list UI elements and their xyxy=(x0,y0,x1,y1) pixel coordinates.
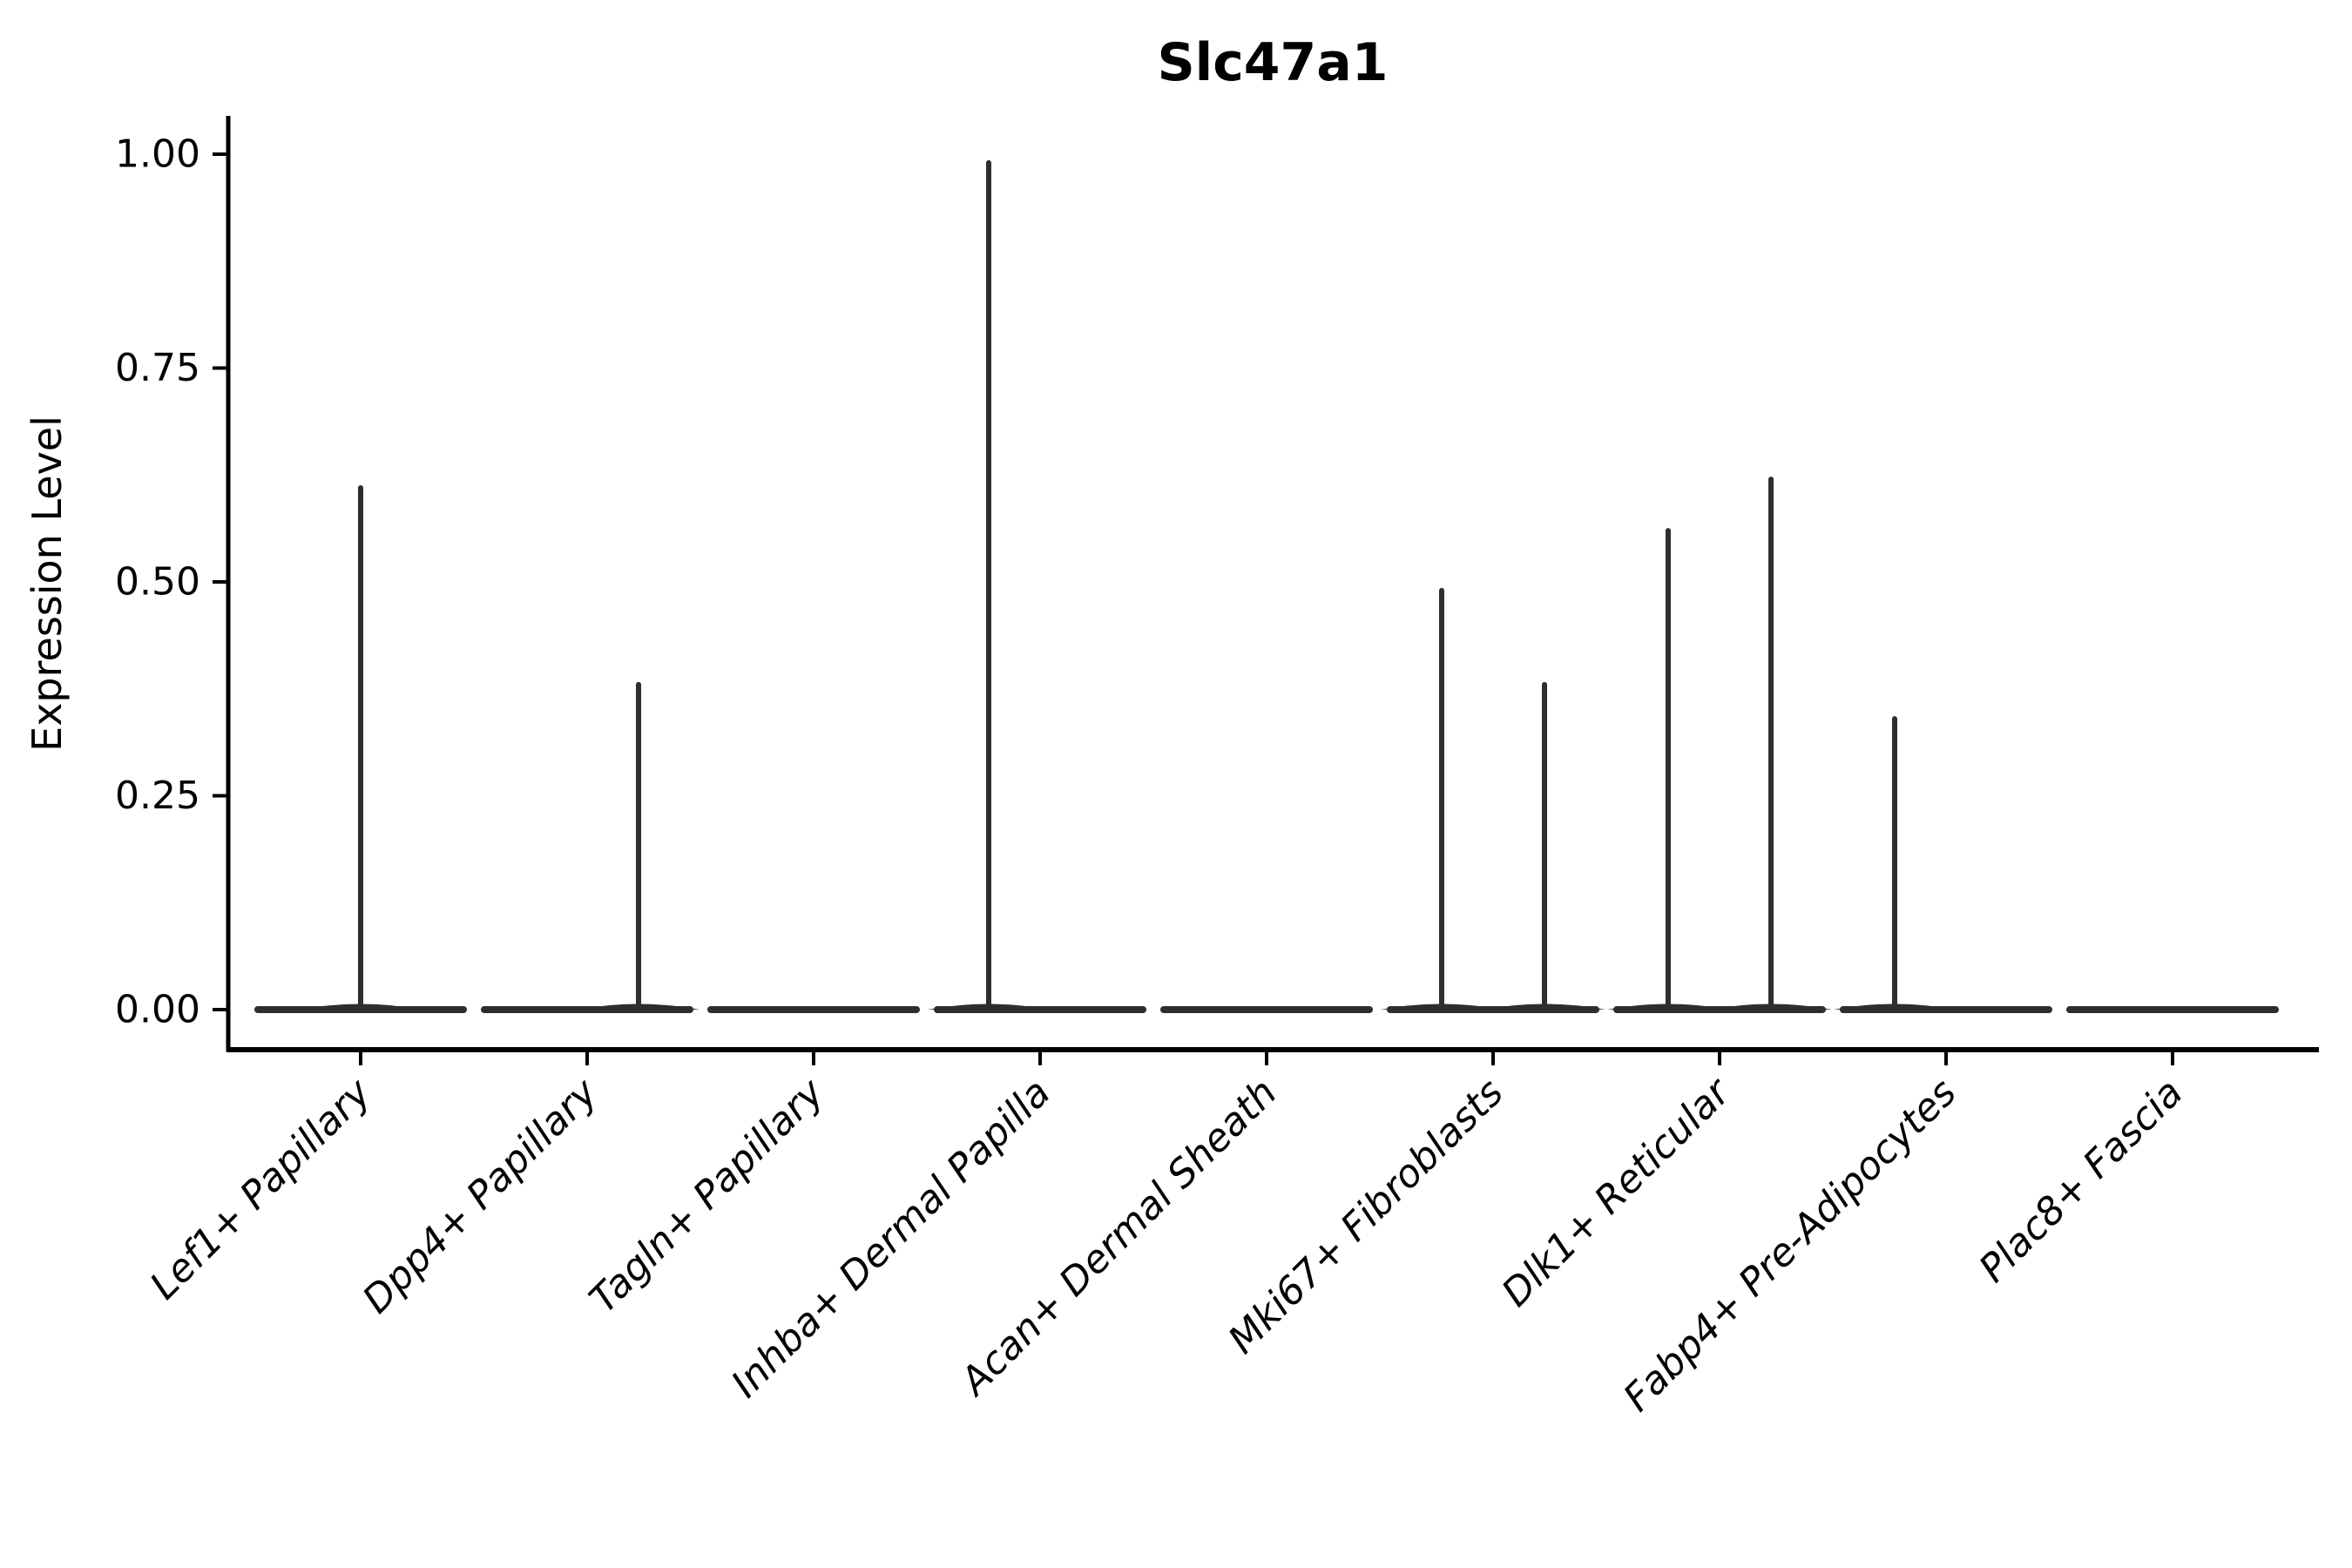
violin-1 xyxy=(254,484,467,1013)
y-tick-label: 1.00 xyxy=(115,132,200,177)
chart-title: Slc47a1 xyxy=(1157,32,1388,93)
violin-4 xyxy=(927,159,1146,1013)
x-tick-label: Plac8+ Fascia xyxy=(1970,1071,2191,1291)
x-tick-label: Lef1+ Papillary xyxy=(142,1070,381,1308)
x-tick-label: Dlk1+ Reticular xyxy=(1493,1069,1740,1315)
y-tick-label: 0.25 xyxy=(115,774,200,818)
y-tick-label: 0.50 xyxy=(115,560,200,605)
y-ticks-group: 0.00 0.25 0.50 0.75 1.00 xyxy=(115,132,228,1032)
violin-6 xyxy=(1380,587,1606,1013)
violin-8 xyxy=(1833,716,2052,1013)
violins-group xyxy=(254,159,2279,1013)
x-tick-label: Dpp4+ Papillary xyxy=(355,1070,607,1322)
y-axis-label: Expression Level xyxy=(24,416,71,752)
violin-7 xyxy=(1606,476,1833,1013)
x-tick-label: Tagln+ Papillary xyxy=(581,1070,833,1321)
y-tick-label: 0.75 xyxy=(115,346,200,390)
y-tick-label: 0.00 xyxy=(115,988,200,1032)
violin-2 xyxy=(481,681,700,1013)
